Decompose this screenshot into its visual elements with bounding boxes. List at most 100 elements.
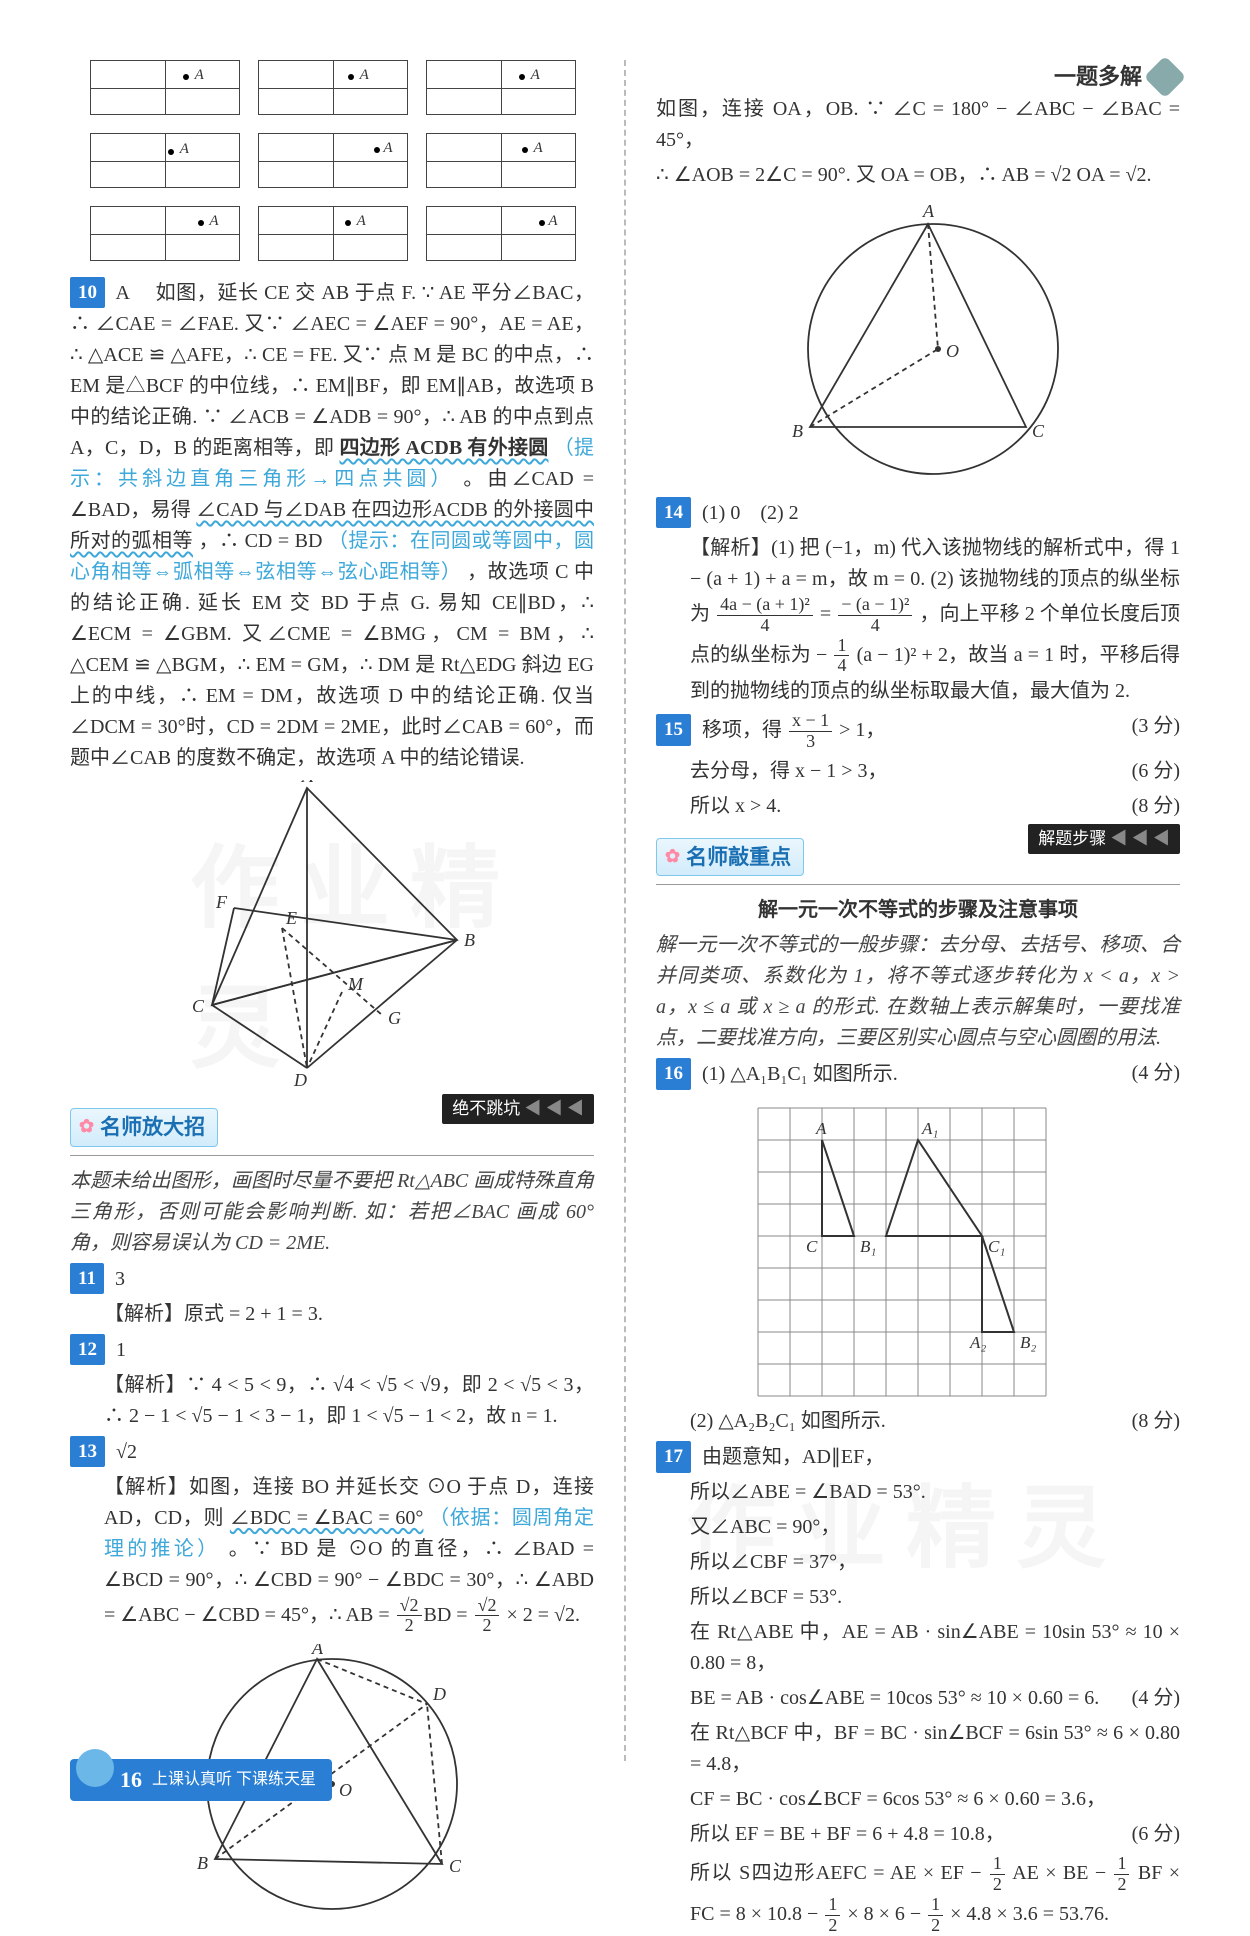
q15-l3: 所以 x > 4. (8 分) bbox=[656, 791, 1180, 822]
svg-text:C: C bbox=[192, 996, 205, 1016]
svg-text:A₂: A₂ bbox=[969, 1333, 986, 1352]
q11-exp: 【解析】原式 = 2 + 1 = 3. bbox=[70, 1299, 594, 1330]
section-fangdazhao: ✿ 名师放大招 绝不跳坑 本题未给出图形，画图时尽量不要把 Rt△ABC 画成特… bbox=[70, 1096, 594, 1259]
mini-cell: A bbox=[90, 133, 240, 188]
q16-p1: 16 (1) △A₁B₁C₁ 如图所示. (4 分) bbox=[656, 1058, 1180, 1090]
svg-text:B: B bbox=[197, 1853, 208, 1873]
footer-text: 上课认真听 下课练天星 bbox=[152, 1768, 316, 1793]
mini-cell: A bbox=[258, 133, 408, 188]
q15-s1: (3 分) bbox=[1132, 711, 1180, 742]
svg-text:D: D bbox=[293, 1070, 307, 1090]
q15-s3: (8 分) bbox=[1132, 791, 1180, 822]
tip1: 本题未给出图形，画图时尽量不要把 Rt△ABC 画成特殊直角三角形，否则可能会影… bbox=[70, 1166, 594, 1259]
svg-text:B₁: B₁ bbox=[860, 1237, 876, 1256]
svg-text:A₁: A₁ bbox=[921, 1119, 938, 1138]
q17-l6-text: BE = AB · cos∠ABE = 10cos 53° ≈ 10 × 0.6… bbox=[690, 1687, 1099, 1709]
svg-text:C: C bbox=[806, 1237, 818, 1256]
q11-ans: 3 bbox=[115, 1268, 125, 1290]
q17-s4: (4 分) bbox=[1132, 1683, 1180, 1714]
q10-body4: ，故选项 C 中的结论正确. 延长 EM 交 BD 于点 G. 易知 CE∥BD… bbox=[70, 561, 594, 769]
q17-l1: 所以∠ABE = ∠BAD = 53°. bbox=[656, 1477, 1180, 1508]
q11-num: 11 bbox=[70, 1263, 104, 1294]
svg-text:M: M bbox=[347, 974, 364, 994]
q17-s6: (6 分) bbox=[1132, 1819, 1180, 1850]
q10-ans: A bbox=[115, 282, 128, 304]
q13: 13 √2 bbox=[70, 1436, 594, 1468]
q17-f4: × 8 × 6 − bbox=[847, 1903, 926, 1925]
q15-l1: 15 移项，得 x − 1 3 > 1， (3 分) bbox=[656, 711, 1180, 752]
q15-l1a: 移项，得 bbox=[702, 719, 782, 741]
page-footer: 16 上课认真听 下课练天星 bbox=[70, 1759, 332, 1801]
q17-l7: 在 Rt△BCF 中，BF = BC · sin∠BCF = 6sin 53° … bbox=[656, 1718, 1180, 1780]
tip2-title: 解一元一次不等式的步骤及注意事项 bbox=[656, 895, 1180, 926]
q15-l3-text: 所以 x > 4. bbox=[690, 795, 781, 817]
q13-ans: √2 bbox=[116, 1441, 137, 1463]
q17: 17 由题意知，AD∥EF， bbox=[656, 1441, 1180, 1473]
q12-num: 12 bbox=[70, 1334, 105, 1365]
q17-l6: BE = AB · cos∠ABE = 10cos 53° ≈ 10 × 0.6… bbox=[656, 1683, 1180, 1714]
q13-num: 13 bbox=[70, 1436, 105, 1467]
q12-exp: 【解析】∵ 4 < 5 < 9，∴ √4 < √5 < √9，即 2 < √5 … bbox=[70, 1370, 594, 1432]
right-intro2: ∴ ∠AOB = 2∠C = 90°. 又 OA = OB，∴ AB = √2 … bbox=[656, 160, 1180, 191]
svg-text:A: A bbox=[922, 201, 935, 221]
svg-text:E: E bbox=[285, 908, 297, 928]
svg-text:O: O bbox=[339, 1780, 352, 1800]
q11: 11 3 bbox=[70, 1263, 594, 1295]
q10-wavy1: 四边形 ACDB 有外接圆 bbox=[339, 437, 548, 459]
left-column: AAAAAAAAA 10 A 如图，延长 CE 交 AB 于点 F. ∵ AE … bbox=[70, 60, 604, 1761]
section2-bar: 解题步骤 bbox=[1028, 824, 1180, 854]
q17-f2: AE × BE − bbox=[1012, 1862, 1112, 1884]
section2-title: 名师敲重点 bbox=[686, 841, 791, 874]
q17-l9-text: 所以 EF = BE + BF = 6 + 4.8 = 10.8， bbox=[690, 1823, 1005, 1845]
q14-mid: = bbox=[820, 603, 836, 625]
svg-text:A: A bbox=[311, 1644, 324, 1658]
q10-figure: A F E M B C D G bbox=[152, 780, 512, 1090]
q16-s1: (4 分) bbox=[1132, 1058, 1180, 1089]
q13-wavy: ∠BDC = ∠BAC = 60° bbox=[230, 1507, 424, 1529]
mini-cell: A bbox=[258, 60, 408, 115]
q16-p2: (2) △A₂B₂C₁ 如图所示. (8 分) bbox=[656, 1406, 1180, 1437]
q10: 10 A 如图，延长 CE 交 AB 于点 F. ∵ AE 平分∠BAC，∴ ∠… bbox=[70, 277, 594, 774]
q15-l1b: > 1， bbox=[839, 719, 885, 741]
svg-text:C: C bbox=[1032, 421, 1045, 441]
q17-f1: 所以 S四边形AEFC = AE × EF − bbox=[690, 1862, 988, 1884]
q17-l3: 所以∠CBF = 37°， bbox=[656, 1547, 1180, 1578]
section-qiaozhongdian: ✿ 名师敲重点 解题步骤 解一元一次不等式的步骤及注意事项 解一元一次不等式的一… bbox=[656, 826, 1180, 1055]
mini-cell: A bbox=[90, 60, 240, 115]
svg-text:A: A bbox=[301, 780, 314, 786]
q17-half1: 12 bbox=[990, 1854, 1005, 1895]
q17-half2: 12 bbox=[1114, 1854, 1129, 1895]
q17-final: 所以 S四边形AEFC = AE × EF − 12 AE × BE − 12 … bbox=[656, 1854, 1180, 1935]
q13-exp: 【解析】如图，连接 BO 并延长交 ⊙O 于点 D，连接 AD，CD，则 ∠BD… bbox=[70, 1472, 594, 1637]
svg-text:C₁: C₁ bbox=[988, 1237, 1005, 1256]
q14-ans: (1) 0 (2) 2 bbox=[702, 502, 799, 524]
right-column: 如图，连接 OA，OB. ∵ ∠C = 180° − ∠ABC − ∠BAC =… bbox=[646, 60, 1180, 1761]
tip2-body: 解一元一次不等式的一般步骤：去分母、去括号、移项、合并同类项、系数化为 1，将不… bbox=[656, 930, 1180, 1054]
section1-bar: 绝不跳坑 bbox=[442, 1094, 594, 1124]
q17-l9: 所以 EF = BE + BF = 6 + 4.8 = 10.8， (6 分) bbox=[656, 1819, 1180, 1850]
svg-text:B: B bbox=[792, 421, 803, 441]
q14-exp: 【解析】(1) 把 (−1，m) 代入该抛物线的解析式中，得 1 − (a + … bbox=[656, 533, 1180, 707]
mini-cell: A bbox=[426, 206, 576, 261]
q17-l5: 在 Rt△ABE 中，AE = AB · sin∠ABE = 10sin 53°… bbox=[656, 1617, 1180, 1679]
q13-frac1: √22 bbox=[397, 1596, 422, 1637]
q15-num: 15 bbox=[656, 714, 691, 745]
q17-l0: 由题意知，AD∥EF， bbox=[702, 1446, 884, 1468]
flower-icon: ✿ bbox=[79, 1113, 94, 1141]
flower-icon-2: ✿ bbox=[665, 843, 680, 871]
q12: 12 1 bbox=[70, 1334, 594, 1366]
q16-p1-text: (1) △A₁B₁C₁ 如图所示. bbox=[702, 1063, 898, 1085]
q14-num: 14 bbox=[656, 497, 691, 528]
q14-frac2: − (a − 1)² 4 bbox=[838, 595, 912, 636]
q15-s2: (6 分) bbox=[1132, 756, 1180, 787]
section1-tag: ✿ 名师放大招 bbox=[70, 1108, 218, 1147]
column-divider bbox=[624, 60, 626, 1761]
q15-frac: x − 1 3 bbox=[789, 711, 832, 752]
q13-frac2: √22 bbox=[475, 1596, 500, 1637]
page-number: 16 bbox=[120, 1763, 142, 1797]
svg-text:G: G bbox=[388, 1008, 401, 1028]
q14-frac3: 1 4 bbox=[834, 636, 849, 677]
section1-title: 名师放大招 bbox=[100, 1111, 205, 1144]
q17-half3: 12 bbox=[825, 1895, 840, 1936]
svg-text:B: B bbox=[464, 930, 475, 950]
